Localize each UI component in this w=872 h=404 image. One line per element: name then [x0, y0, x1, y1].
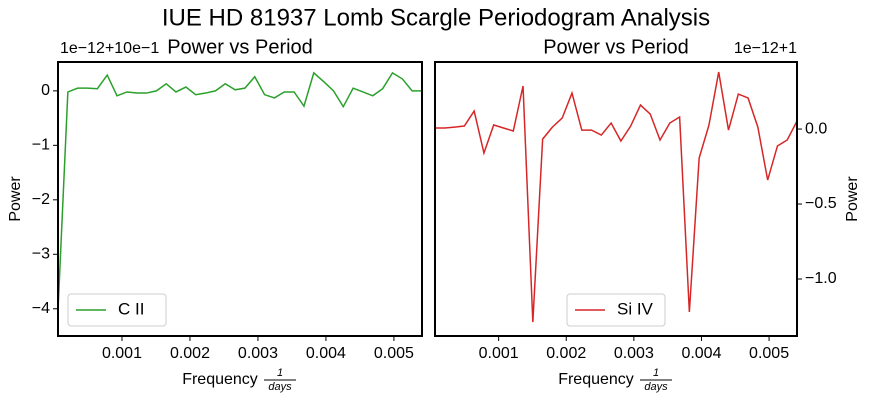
- x-tick-label: 0.002: [170, 345, 210, 362]
- x-tick-label: 0.005: [749, 345, 789, 362]
- plot-frame: [57, 61, 423, 337]
- subplot-title: Power vs Period: [167, 36, 313, 58]
- offset-label: 1e−12+1: [734, 40, 797, 57]
- y-tick-label: −1: [32, 137, 50, 154]
- y-tick-label: 0: [41, 82, 50, 99]
- y-tick-label: −3: [32, 246, 50, 263]
- x-axis-label-numerator: 1: [653, 367, 659, 379]
- x-tick-label: 0.002: [546, 345, 586, 362]
- data-line: [435, 71, 797, 323]
- y-tick-label: −4: [32, 300, 50, 317]
- figure-title: IUE HD 81937 Lomb Scargle Periodogram An…: [162, 4, 710, 31]
- x-axis-label-denominator: days: [644, 381, 668, 393]
- y-tick-label: −1.0: [805, 270, 837, 287]
- legend-label: Si IV: [617, 299, 654, 318]
- legend-box: [566, 293, 666, 327]
- y-axis-label: Power: [844, 176, 861, 222]
- y-tick-label: −2: [32, 191, 50, 208]
- x-tick-label: 0.001: [479, 345, 519, 362]
- y-axis-label: Power: [7, 176, 24, 222]
- y-tick-label: −0.5: [805, 195, 837, 212]
- y-tick-label: 0.0: [805, 120, 827, 137]
- x-tick-label: 0.004: [306, 345, 346, 362]
- x-tick-label: 0.001: [102, 345, 142, 362]
- offset-label: 1e−12+10e−1: [60, 40, 159, 57]
- plot-frame: [434, 61, 798, 337]
- legend-box: [67, 293, 167, 327]
- x-axis-label-numerator: 1: [277, 367, 283, 379]
- legend-label: C II: [118, 299, 144, 318]
- subplot-title: Power vs Period: [543, 36, 689, 58]
- data-line: [58, 71, 422, 311]
- x-tick-label: 0.003: [614, 345, 654, 362]
- x-axis-label: Frequency: [182, 371, 258, 388]
- x-tick-label: 0.005: [374, 345, 414, 362]
- x-axis-label: Frequency: [558, 371, 634, 388]
- x-tick-label: 0.004: [681, 345, 721, 362]
- x-axis-label-denominator: days: [268, 381, 292, 393]
- x-tick-label: 0.003: [238, 345, 278, 362]
